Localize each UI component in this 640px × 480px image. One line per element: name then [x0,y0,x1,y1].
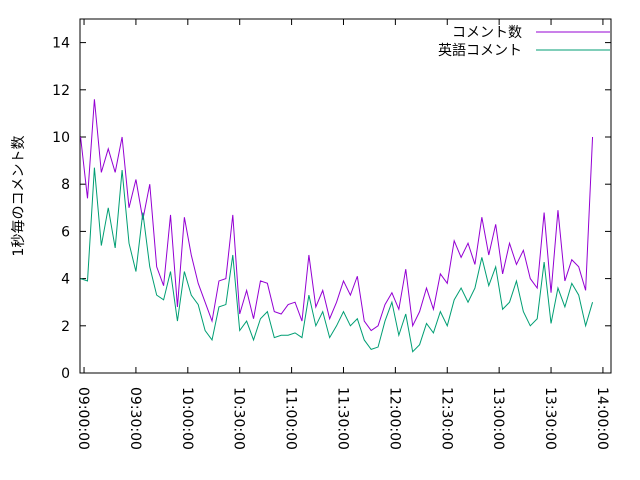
x-tick-label: 09:30:00 [127,387,143,450]
plot-border [79,18,612,374]
y-axis-label: 1秒毎のコメント数 [11,136,27,257]
series-line [80,167,594,353]
x-tick-label: 10:30:00 [231,387,247,450]
x-tick-label: 13:00:00 [490,387,506,450]
x-tick-label: 12:00:00 [386,387,402,450]
x-tick-label: 11:00:00 [283,387,299,450]
x-tick-label: 11:30:00 [334,387,350,450]
x-tick-label: 10:00:00 [179,387,195,450]
x-tick-label: 14:00:00 [594,387,610,450]
x-tick-label: 13:30:00 [542,387,558,450]
y-tick-label: 2 [61,319,70,335]
y-tick-label: 14 [52,36,70,52]
series-line [80,99,594,332]
y-tick-label: 4 [61,272,70,288]
y-tick-label: 10 [52,130,70,146]
y-tick-label: 12 [52,83,70,99]
y-tick-label: 0 [61,366,70,382]
y-tick-label: 8 [61,177,70,193]
x-tick-label: 09:00:00 [75,387,91,450]
legend-label: 英語コメント [438,42,522,59]
y-tick-label: 6 [61,224,70,240]
legend-label: コメント数 [452,25,522,41]
x-tick-label: 12:30:00 [438,387,454,450]
